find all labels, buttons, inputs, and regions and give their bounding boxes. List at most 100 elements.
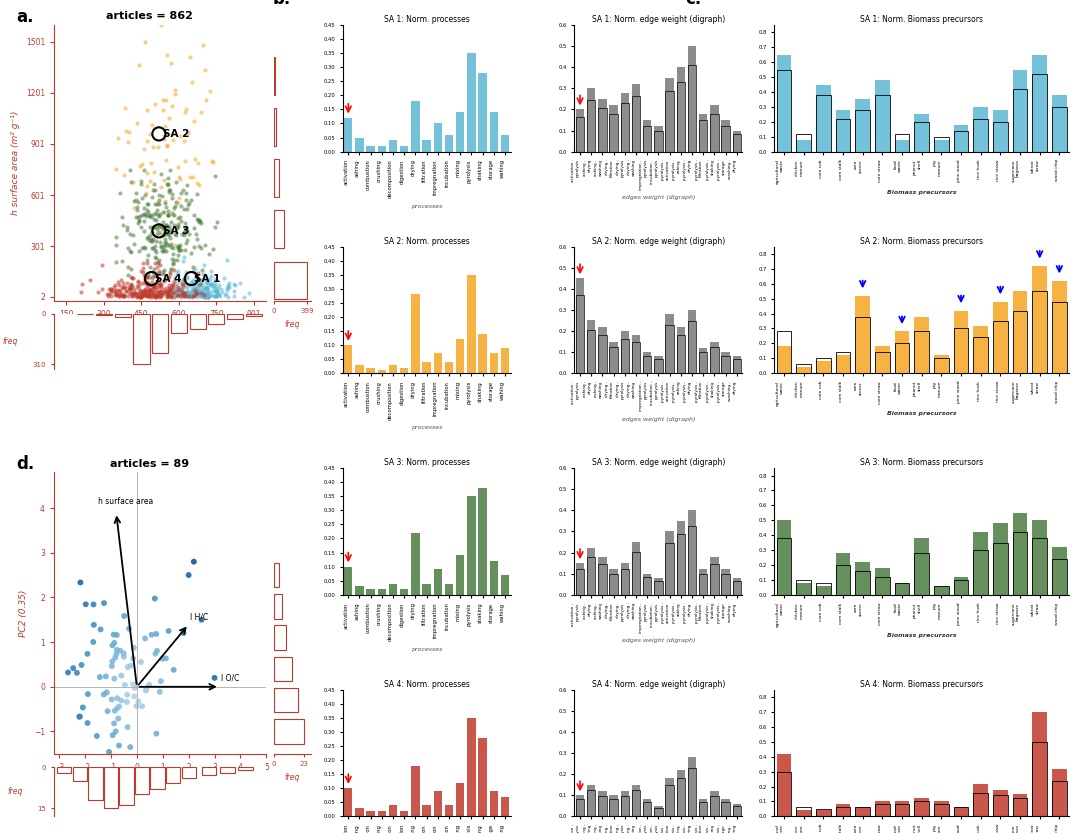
- Bar: [875, 80, 890, 152]
- Bar: [855, 562, 870, 595]
- Point: [195, 290, 213, 303]
- Bar: [855, 296, 870, 373]
- Point: [191, 239, 208, 252]
- Point: [184, 281, 201, 294]
- Point: [156, 206, 173, 219]
- Bar: [345, 566, 352, 595]
- X-axis label: freq: freq: [285, 773, 300, 782]
- Point: [172, 289, 189, 302]
- Point: [174, 283, 191, 297]
- Point: [114, 277, 132, 290]
- Point: [129, 290, 146, 303]
- Bar: [699, 574, 707, 595]
- Text: SA 2: SA 2: [163, 129, 190, 139]
- Point: [119, 261, 136, 274]
- Point: [157, 227, 174, 240]
- Bar: [643, 356, 651, 373]
- Point: [72, 286, 90, 299]
- Bar: [609, 113, 618, 152]
- Point: [160, 282, 177, 295]
- Point: [197, 64, 214, 77]
- Point: [154, 286, 172, 299]
- Point: [125, 288, 143, 302]
- Point: [154, 265, 172, 278]
- Point: [160, 290, 177, 303]
- Point: [150, 277, 167, 290]
- Point: [166, 218, 184, 232]
- Point: [210, 282, 227, 295]
- Point: [160, 178, 177, 192]
- Point: [171, 287, 188, 301]
- Bar: [208, 314, 225, 324]
- Point: [120, 289, 137, 302]
- Point: [190, 279, 207, 292]
- Point: [218, 253, 235, 267]
- Bar: [104, 767, 118, 808]
- Bar: [609, 796, 618, 816]
- Point: [168, 221, 186, 234]
- Bar: [732, 131, 741, 152]
- Point: [183, 286, 200, 299]
- Bar: [643, 126, 651, 152]
- Point: [160, 238, 177, 252]
- Point: [137, 186, 154, 199]
- Point: [172, 289, 189, 302]
- Bar: [654, 581, 663, 595]
- Point: [122, 659, 139, 672]
- Point: [163, 192, 180, 205]
- Bar: [489, 353, 498, 373]
- Point: [119, 220, 136, 233]
- Point: [180, 568, 198, 581]
- Point: [187, 262, 204, 276]
- Point: [185, 290, 202, 303]
- Point: [159, 208, 176, 222]
- Point: [150, 197, 167, 210]
- Point: [126, 681, 144, 694]
- Point: [154, 93, 172, 107]
- Point: [72, 658, 90, 671]
- Point: [129, 203, 146, 217]
- Point: [79, 647, 96, 661]
- Bar: [227, 314, 243, 319]
- Point: [200, 289, 217, 302]
- Point: [123, 287, 140, 300]
- Bar: [588, 785, 595, 816]
- Point: [134, 208, 151, 222]
- Bar: [699, 348, 707, 373]
- Bar: [1052, 302, 1067, 373]
- Point: [163, 280, 180, 293]
- Point: [159, 238, 176, 252]
- Point: [178, 223, 195, 237]
- Point: [112, 287, 130, 300]
- Point: [138, 253, 156, 267]
- Point: [120, 135, 137, 148]
- Bar: [621, 338, 629, 373]
- Point: [210, 288, 227, 302]
- Point: [184, 261, 201, 274]
- Bar: [468, 275, 475, 373]
- Point: [216, 271, 233, 284]
- Point: [161, 282, 178, 295]
- Point: [140, 678, 158, 691]
- Text: SA 4: SA 4: [156, 273, 181, 283]
- Point: [172, 172, 189, 186]
- Point: [141, 260, 159, 273]
- Point: [133, 286, 150, 299]
- Point: [150, 267, 167, 280]
- Point: [145, 232, 162, 246]
- Point: [154, 228, 172, 242]
- Bar: [732, 134, 741, 152]
- Bar: [1013, 513, 1027, 595]
- Point: [116, 281, 133, 294]
- Bar: [915, 801, 929, 816]
- Bar: [894, 583, 909, 595]
- Point: [150, 224, 167, 237]
- Point: [146, 262, 163, 275]
- Bar: [894, 134, 909, 152]
- Bar: [468, 718, 475, 816]
- Bar: [621, 791, 629, 816]
- Point: [129, 201, 146, 214]
- Point: [127, 700, 145, 713]
- Text: articles = 862: articles = 862: [106, 12, 193, 22]
- Point: [176, 273, 193, 287]
